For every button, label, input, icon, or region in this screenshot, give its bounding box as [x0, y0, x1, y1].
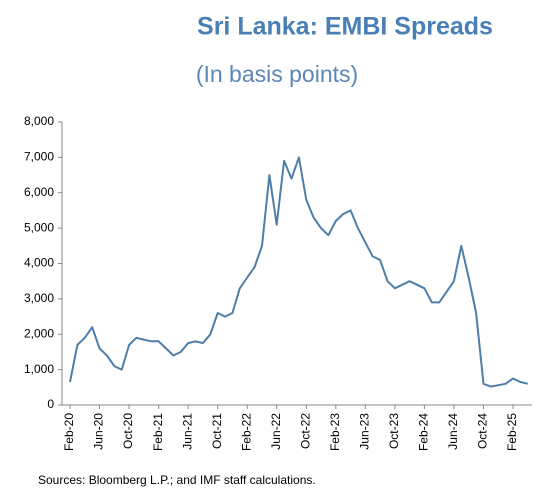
- x-tick-label: Jun-24: [446, 413, 460, 450]
- x-tick-label: Jun-22: [269, 413, 283, 450]
- x-tick-label: Oct-22: [298, 413, 312, 449]
- y-tick-label: 7,000: [24, 150, 54, 164]
- x-tick-label: Oct-24: [476, 413, 490, 449]
- x-tick-label: Oct-20: [121, 413, 135, 449]
- y-tick-label: 8,000: [24, 114, 54, 128]
- x-tick-label: Jun-21: [180, 413, 194, 450]
- y-tick-label: 4,000: [24, 256, 54, 270]
- x-tick-label: Jun-23: [358, 413, 372, 450]
- y-tick-label: 1,000: [24, 362, 54, 376]
- x-tick-label: Feb-21: [151, 413, 165, 451]
- y-tick-label: 2,000: [24, 326, 54, 340]
- y-tick-label: 0: [47, 397, 54, 411]
- x-tick-label: Oct-23: [387, 413, 401, 449]
- x-tick-label: Jun-20: [92, 413, 106, 450]
- x-tick-label: Feb-20: [62, 413, 76, 451]
- x-tick-label: Feb-23: [328, 413, 342, 451]
- y-tick-label: 6,000: [24, 185, 54, 199]
- y-tick-label: 3,000: [24, 291, 54, 305]
- y-tick-label: 5,000: [24, 220, 54, 234]
- x-tick-label: Oct-21: [210, 413, 224, 449]
- data-line: [69, 156, 529, 388]
- chart-subtitle: (In basis points): [196, 61, 358, 87]
- chart-title: Sri Lanka: EMBI Spreads: [197, 13, 493, 41]
- x-tick-label: Feb-22: [239, 413, 253, 451]
- x-tick-label: Feb-25: [505, 413, 519, 451]
- x-tick-label: Feb-24: [417, 413, 431, 451]
- source-note: Sources: Bloomberg L.P.; and IMF staff c…: [38, 473, 316, 487]
